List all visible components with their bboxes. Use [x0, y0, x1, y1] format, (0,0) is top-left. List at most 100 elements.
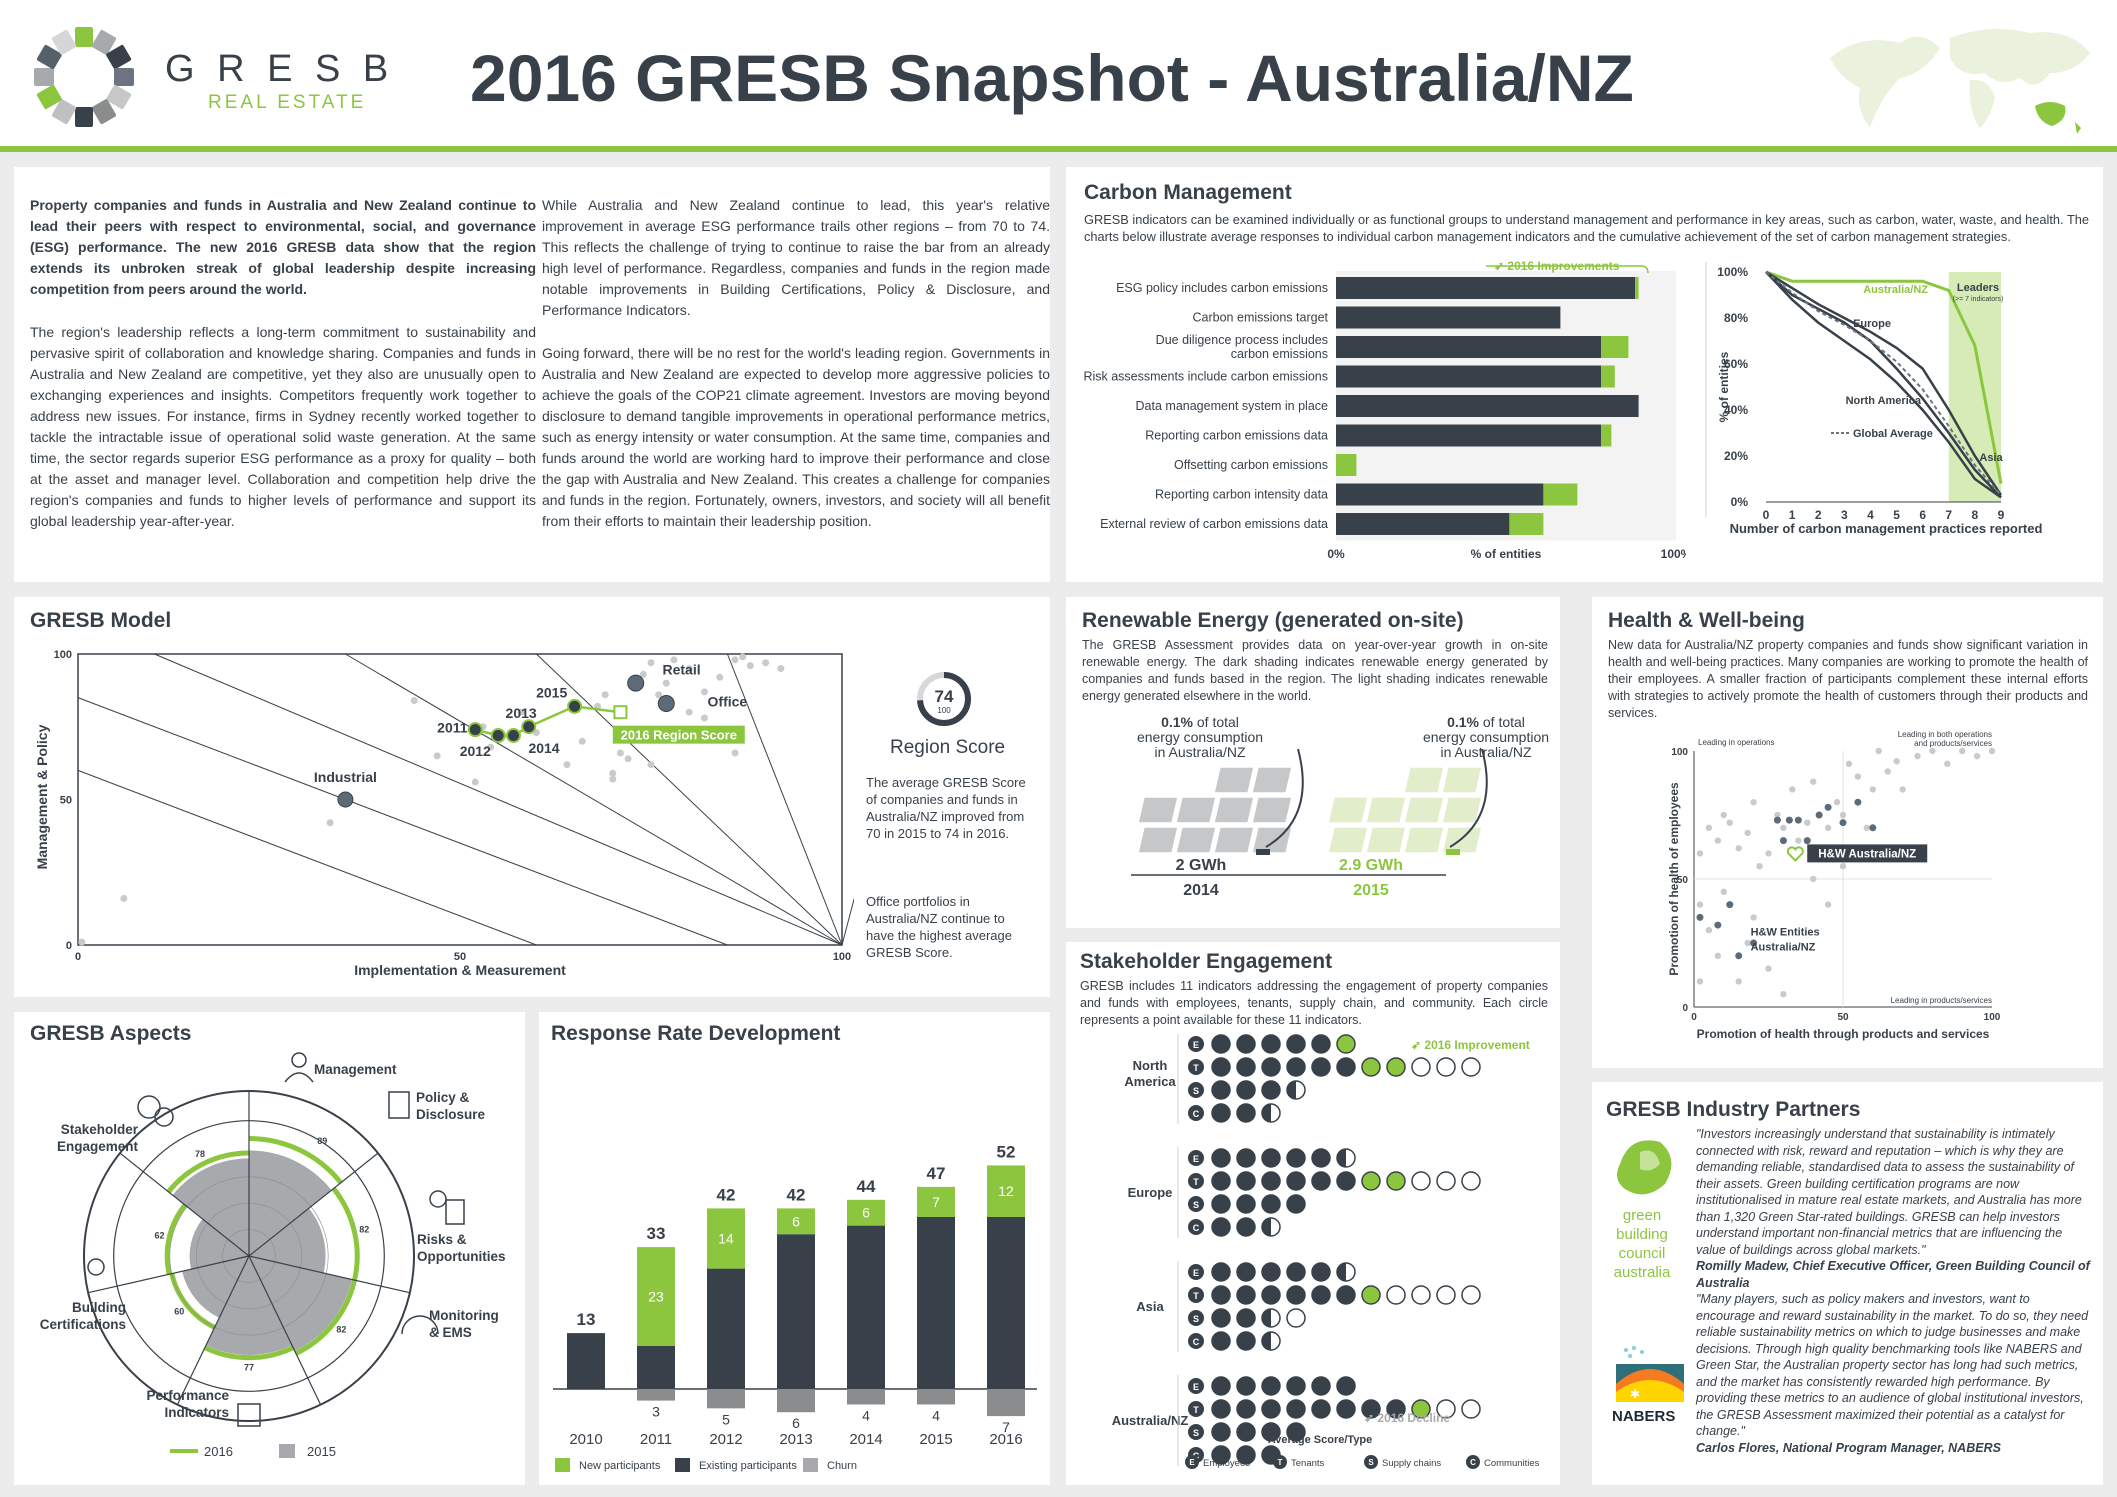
y-label: Promotion of health of employees [1667, 782, 1681, 976]
logo-segment [106, 84, 132, 110]
scatter-point [685, 665, 693, 673]
legend-2016: 2016 [204, 1444, 233, 1459]
scatter-point [700, 688, 708, 696]
scatter-point [1929, 747, 1936, 755]
type-badge [1188, 1219, 1204, 1235]
scatter-point [1696, 901, 1704, 908]
spoke [248, 1152, 379, 1257]
type-badge [1188, 1401, 1204, 1417]
x-tick: 50 [1837, 1012, 1849, 1023]
legend-churn-swatch [803, 1458, 818, 1472]
new-value: 6 [862, 1205, 870, 1221]
score-dot [1236, 1308, 1256, 1328]
legend-new-swatch [555, 1458, 570, 1472]
year-label: 2015 [536, 685, 567, 701]
series-line [1765, 270, 2003, 496]
carbon-bar-chart: ESG policy includes carbon emissions Carb… [1083, 259, 1686, 561]
solar-panel-icon [1365, 796, 1407, 824]
type-badge [1188, 1310, 1204, 1326]
dark-share [1256, 849, 1270, 855]
type-letter: T [1193, 1291, 1199, 1301]
score-dot [1386, 1171, 1406, 1191]
score-dot [1461, 1399, 1481, 1419]
x-tick: 9 [1998, 508, 2005, 522]
score-dot [1311, 1034, 1331, 1054]
spoke [119, 1152, 250, 1257]
scatter-point [746, 662, 754, 670]
gbca-logo-icon [1616, 1140, 1672, 1195]
bar-existing [707, 1268, 745, 1389]
carbon-title: Carbon Management [1084, 181, 1292, 204]
x-tick: 4 [1867, 508, 1874, 522]
bar-existing [987, 1217, 1025, 1389]
industrial-label: Industrial [314, 769, 377, 785]
management-icon [291, 1052, 307, 1068]
scatter-point [624, 755, 632, 763]
bar-label: Reporting carbon intensity data [1155, 488, 1328, 502]
y-tick: 20% [1724, 449, 1748, 463]
total-value: 44 [857, 1177, 876, 1196]
scatter-point [1765, 850, 1772, 857]
logo-sub: REAL ESTATE [208, 92, 367, 113]
gresb-logo-icon [34, 27, 134, 127]
aspect-label: Engagement [57, 1139, 139, 1154]
performance-icon [237, 1403, 261, 1427]
year-point [490, 727, 506, 743]
legend-letter: T [1278, 1458, 1283, 1467]
logo-segment [34, 68, 54, 86]
legend-badge [1185, 1455, 1199, 1469]
bar-label: ESG policy includes carbon emissions [1116, 281, 1328, 295]
solar-panel-icon [1441, 766, 1483, 794]
year-label: 2012 [460, 743, 491, 759]
bars-x-label: % of entities [1471, 547, 1542, 561]
type-letter: C [1193, 1223, 1200, 1233]
score-dot [1461, 1057, 1481, 1077]
type-badge [1188, 1059, 1204, 1075]
intro-paragraph: Going forward, there will be no rest for… [542, 345, 1050, 529]
total-value: 13 [577, 1310, 596, 1329]
office-label: Office [708, 693, 748, 709]
bar-improvement [1601, 365, 1615, 388]
scatter-point [1899, 786, 1906, 793]
y-tick: 50 [60, 795, 72, 807]
year-label: 2013 [506, 705, 537, 721]
aspect-label: Stakeholder [61, 1122, 139, 1137]
legend-badge [1364, 1455, 1378, 1469]
type-letter: E [1193, 1040, 1199, 1050]
bars-x0: 0% [1327, 547, 1345, 561]
score-dot [1211, 1034, 1231, 1054]
score-dot [1311, 1262, 1331, 1282]
type-letter: S [1193, 1428, 1199, 1438]
score-dot [1411, 1057, 1431, 1077]
legend-letter: C [1470, 1458, 1476, 1467]
logo-segment [91, 99, 117, 125]
aspect-value: 89 [317, 1136, 327, 1146]
scatter-point [609, 769, 617, 777]
solar-panel-icon [1137, 796, 1179, 824]
type-badge [1188, 1264, 1204, 1280]
header: G R E S B REAL ESTATE 2016 GRESB Snapsho… [0, 0, 2117, 152]
scatter-point [601, 691, 609, 699]
entity-point [1750, 939, 1758, 947]
scatter-point [1839, 811, 1847, 819]
type-letter: C [1193, 1451, 1200, 1461]
aspect-2016 [203, 1345, 295, 1361]
gresb-model-scatter: Industrial Retail Office 2016 Region Score 2… [34, 649, 854, 978]
score-dot [1436, 1057, 1456, 1077]
intro-lead: Property companies and funds in Australi… [30, 197, 536, 297]
pct-label: 0.1% of total [1447, 714, 1525, 730]
score-dot [1411, 1171, 1431, 1191]
stakeholder-desc: GRESB includes 11 indicators addressing … [1080, 979, 1548, 1027]
pct-label: energy consumption [1423, 729, 1549, 745]
scatter-point [1696, 978, 1704, 985]
type-letter: S [1193, 1200, 1199, 1210]
legend-2015: 2015 [307, 1444, 336, 1459]
scatter-point [1744, 939, 1751, 947]
scatter-point [1705, 824, 1713, 831]
score-dot [1236, 1034, 1256, 1054]
scatter-point [1804, 819, 1811, 826]
iso-score-line [536, 653, 843, 946]
scatter-point [1720, 888, 1727, 895]
bar-label: carbon emissions [1231, 347, 1328, 361]
bar-base [1336, 365, 1602, 388]
